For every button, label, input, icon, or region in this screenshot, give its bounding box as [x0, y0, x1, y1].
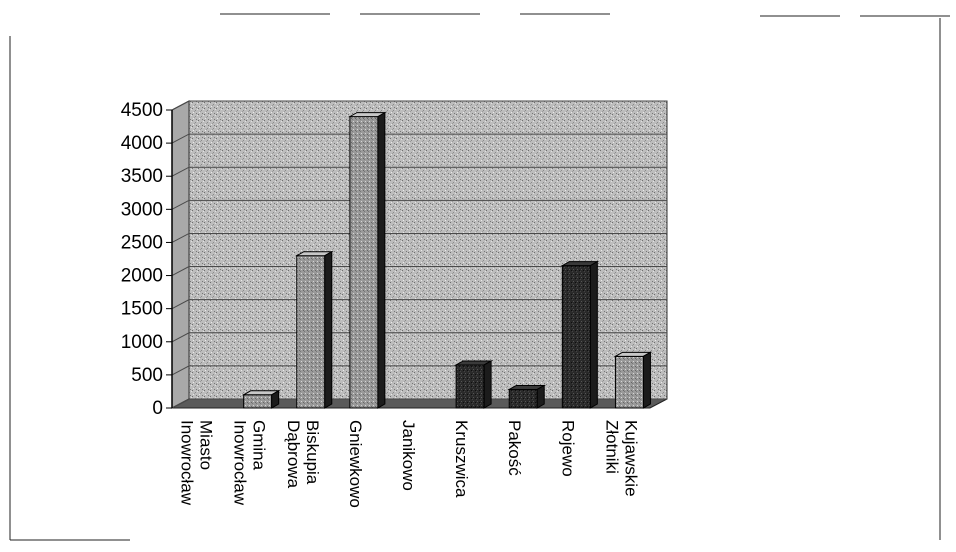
bars [241, 111, 653, 409]
x-category-label: Złotniki [602, 420, 621, 474]
side-wall [171, 100, 190, 409]
gridline [171, 365, 667, 376]
gridline [171, 299, 667, 310]
y-tick-label: 3500 [121, 166, 163, 187]
gridline [171, 332, 667, 343]
x-category-label: Biskupia [303, 420, 322, 485]
bar-front [455, 364, 485, 409]
bar [613, 351, 653, 409]
bar-front [614, 355, 644, 409]
y-tick-label: 4500 [121, 100, 163, 121]
gridline [171, 100, 667, 111]
y-tick-label: 0 [152, 398, 163, 419]
bar-side [324, 250, 333, 409]
y-tick-label: 1000 [121, 332, 163, 353]
x-category-label: Rojewo [558, 420, 577, 477]
x-axis-labels: Inowrocław Miasto Inowrocław Gmina Dąbrowa Bi… [178, 420, 641, 508]
bar-side [271, 389, 280, 409]
page-border [9, 13, 950, 541]
x-category-label: Janikowo [399, 420, 418, 491]
bar-side [377, 111, 386, 409]
x-category-label: Pakość [505, 420, 524, 476]
bar [241, 389, 281, 409]
bar-side [589, 260, 598, 409]
x-category-label: Miasto [197, 420, 216, 470]
y-tick-label: 3000 [121, 199, 163, 220]
bar-front [508, 388, 538, 409]
gridline [171, 166, 667, 177]
bar [294, 250, 334, 409]
gridline [171, 133, 667, 144]
bar-side [642, 351, 651, 409]
x-category-label: Dąbrowa [284, 420, 303, 489]
x-category-label: Inowrocław [178, 420, 197, 506]
y-tick-label: 500 [131, 365, 163, 386]
gridline [171, 232, 667, 243]
gridline [171, 398, 667, 409]
bar [507, 384, 547, 409]
bar-side [483, 360, 492, 409]
y-tick-label: 1500 [121, 299, 163, 320]
x-category-label: Inowrocław [231, 420, 250, 506]
y-tick-label: 2500 [121, 232, 163, 253]
y-tick-label: 4000 [121, 133, 163, 154]
bar-front [349, 116, 379, 409]
bar-side [536, 384, 545, 409]
gridline [171, 199, 667, 210]
x-category-label: Gmina [250, 420, 269, 471]
bar-front [296, 255, 326, 409]
bar [560, 260, 600, 409]
bar-front [561, 265, 591, 409]
bar [348, 111, 387, 409]
x-category-label: Kruszwica [452, 420, 471, 498]
x-category-label: Kujawskie [621, 420, 640, 497]
bar [454, 360, 493, 409]
x-category-label: Gniewkowo [346, 420, 365, 508]
bar-front [243, 394, 273, 409]
y-tick-label: 2000 [121, 266, 163, 287]
gridline [171, 266, 667, 276]
plot-area [171, 100, 668, 409]
y-axis: 0 500 1000 1500 2000 2500 3000 3500 4000 4500 [121, 100, 173, 419]
